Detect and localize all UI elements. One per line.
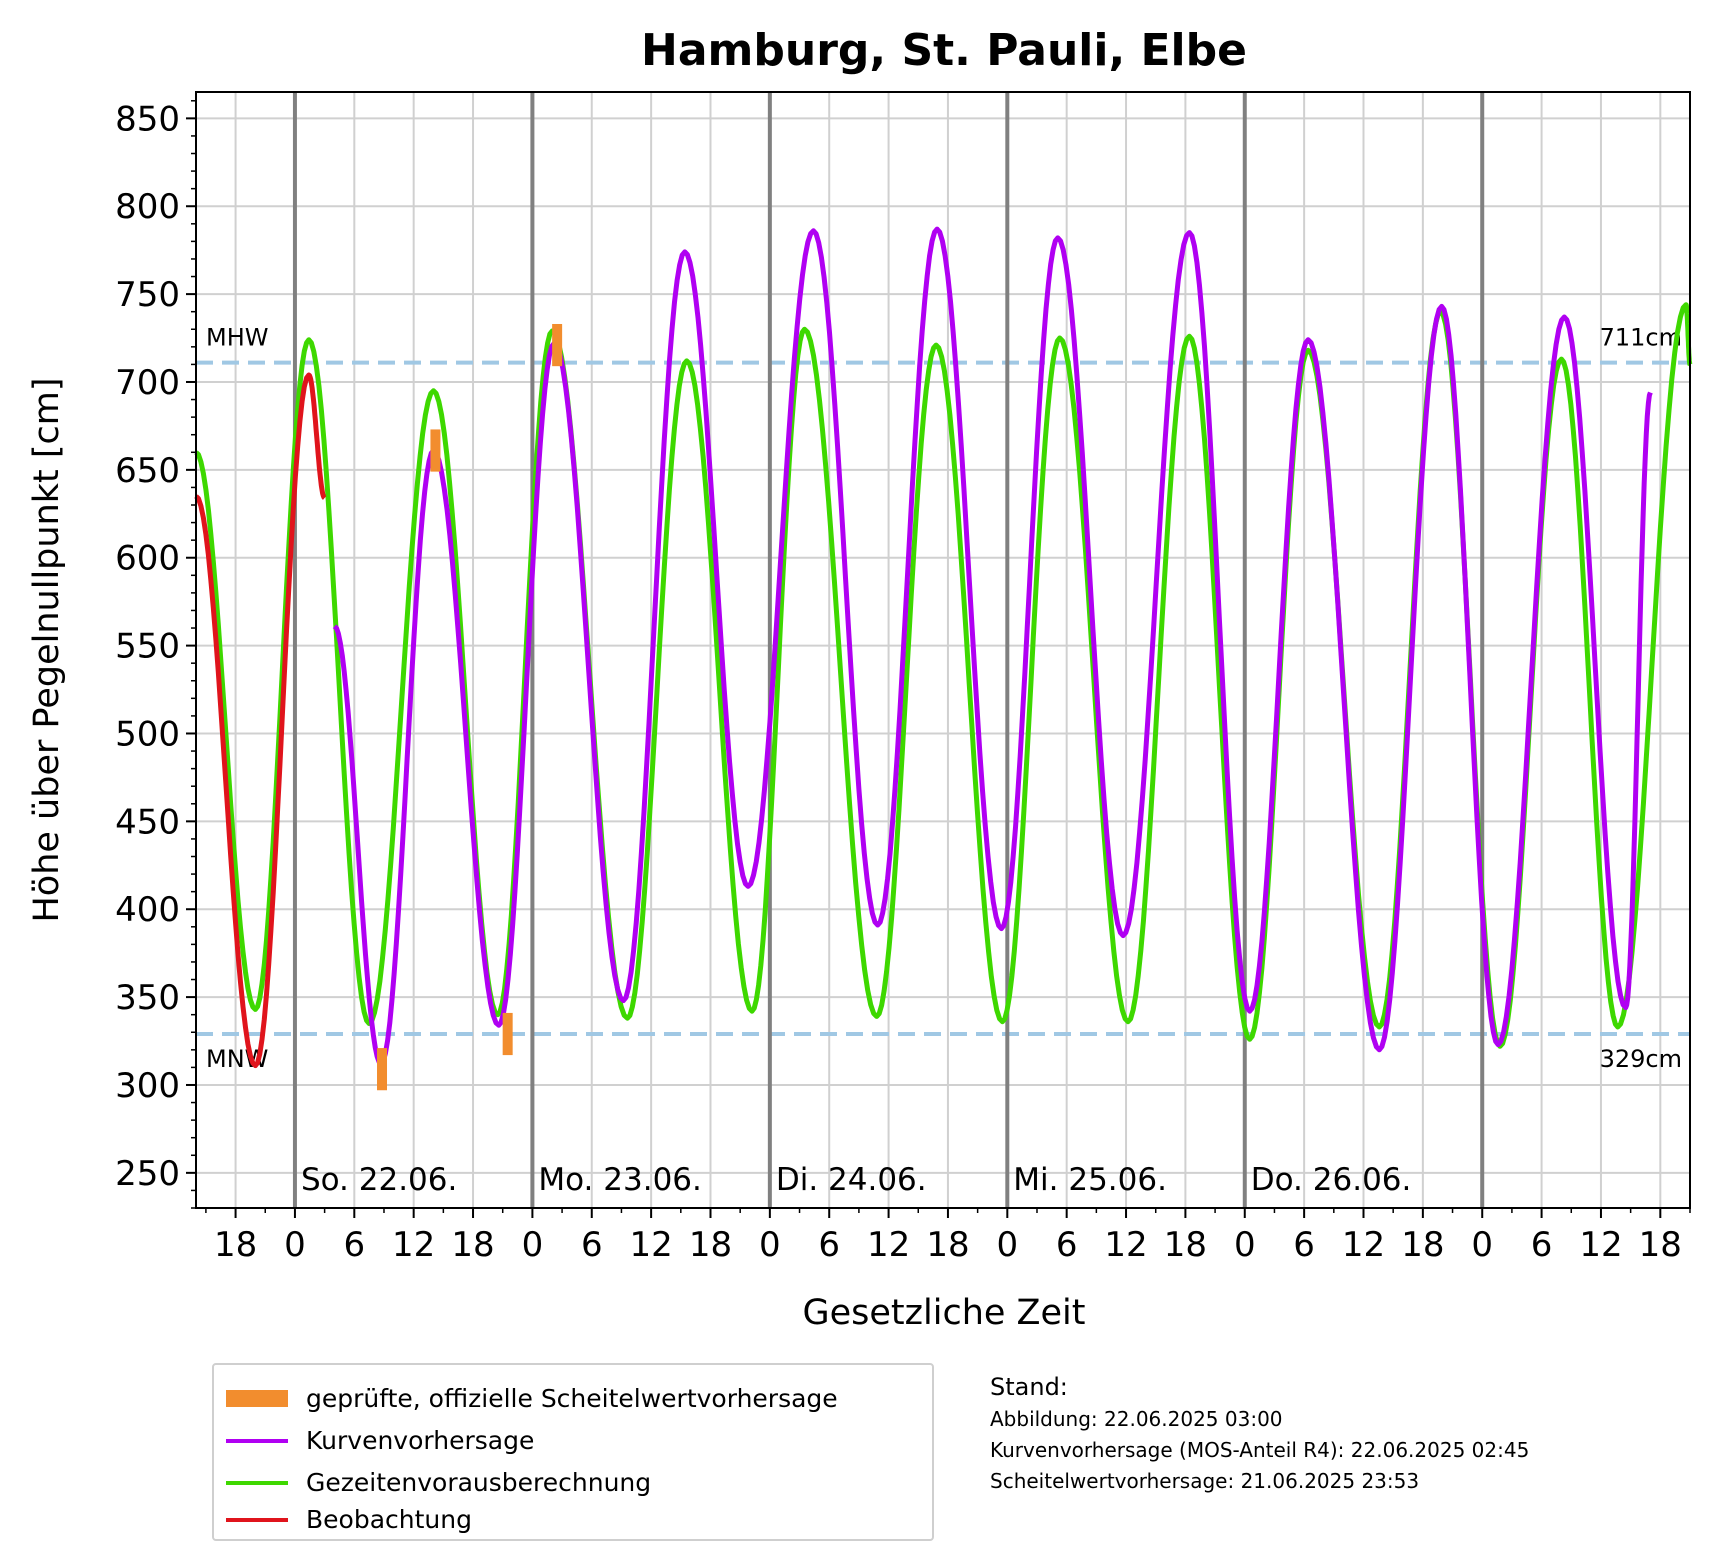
- day-label: Mi. 25.06.: [1013, 1162, 1167, 1198]
- y-tick-label: 350: [115, 978, 180, 1018]
- y-tick-label: 750: [115, 275, 180, 315]
- x-tick-label: 0: [1234, 1225, 1256, 1265]
- x-tick-label: 18: [451, 1225, 494, 1265]
- reference-label-mhw: MHW: [206, 324, 268, 352]
- day-label: Mo. 23.06.: [538, 1162, 701, 1198]
- y-tick-label: 400: [115, 890, 180, 930]
- x-tick-label: 6: [1293, 1225, 1315, 1265]
- x-tick-label: 0: [759, 1225, 781, 1265]
- stand-title: Stand:: [990, 1373, 1068, 1401]
- x-tick-label: 12: [392, 1225, 435, 1265]
- x-axis: 18 0 6 12 18 0 6 12 18 0 6 12 18 0 6 12 18 0 6 12 18 0 6 12 18: [205, 1208, 1691, 1265]
- day-label: So. 22.06.: [301, 1162, 457, 1198]
- x-tick-label: 12: [1579, 1225, 1622, 1265]
- stand-line-abbildung: Abbildung: 22.06.2025 03:00: [990, 1407, 1283, 1431]
- chart-title: Hamburg, St. Pauli, Elbe: [641, 25, 1247, 76]
- x-axis-label: Gesetzliche Zeit: [802, 1293, 1085, 1333]
- legend-item-kurvenvorhersage: Kurvenvorhersage: [214, 1421, 934, 1461]
- stand-line-kurvenvorhersage: Kurvenvorhersage (MOS-Anteil R4): 22.06.…: [990, 1438, 1530, 1462]
- x-tick-label: 6: [343, 1225, 365, 1265]
- legend-item-beobachtung: Beobachtung: [214, 1500, 934, 1540]
- x-tick-label: 6: [818, 1225, 840, 1265]
- y-tick-label: 450: [115, 802, 180, 842]
- x-tick-label: 18: [926, 1225, 969, 1265]
- x-tick-label: 12: [867, 1225, 910, 1265]
- legend: geprüfte, offizielle Scheitelwertvorhers…: [212, 1363, 934, 1541]
- y-tick-label: 850: [115, 99, 180, 139]
- y-tick-label: 700: [115, 363, 180, 403]
- series-line-kurvenvorhersage: [332, 226, 1653, 1067]
- day-label: Di. 24.06.: [776, 1162, 927, 1198]
- x-tick-label: 12: [629, 1225, 672, 1265]
- y-axis-label: Höhe über Pegelnullpunkt [cm]: [27, 377, 67, 922]
- y-tick-label: 800: [115, 187, 180, 227]
- legend-label: geprüfte, offizielle Scheitelwertvorhers…: [306, 1384, 838, 1413]
- x-tick-label: 0: [522, 1225, 544, 1265]
- x-tick-label: 18: [1164, 1225, 1207, 1265]
- x-tick-label: 18: [214, 1225, 257, 1265]
- x-tick-label: 18: [689, 1225, 732, 1265]
- official-crest-markers: [377, 323, 563, 1091]
- x-tick-label: 0: [996, 1225, 1018, 1265]
- legend-label: Gezeitenvorausberechnung: [306, 1468, 652, 1497]
- official-crest-marker: [502, 1012, 513, 1056]
- grid-lines: [196, 92, 1690, 1208]
- x-tick-label: 6: [581, 1225, 603, 1265]
- official-crest-marker: [377, 1048, 388, 1091]
- y-tick-label: 500: [115, 714, 180, 754]
- x-tick-label: 0: [284, 1225, 306, 1265]
- x-tick-label: 12: [1342, 1225, 1385, 1265]
- legend-label: Beobachtung: [306, 1505, 472, 1534]
- x-tick-label: 6: [1056, 1225, 1078, 1265]
- y-axis: 250 300 350 400 450 500 550 600 650 700 750 800 850: [115, 99, 196, 1209]
- series-line-beobachtung: [194, 372, 327, 1069]
- y-tick-label: 250: [115, 1154, 180, 1194]
- data-series: [194, 226, 1693, 1069]
- legend-label: Kurvenvorhersage: [306, 1426, 535, 1455]
- legend-swatch-line: [226, 1518, 288, 1522]
- x-tick-label: 18: [1401, 1225, 1444, 1265]
- legend-item-gezeiten: Gezeitenvorausberechnung: [214, 1463, 934, 1503]
- legend-swatch-line: [226, 1439, 288, 1443]
- y-tick-label: 550: [115, 627, 180, 667]
- legend-swatch-line: [226, 1481, 288, 1485]
- x-tick-label: 0: [1471, 1225, 1493, 1265]
- official-crest-marker: [552, 323, 563, 367]
- y-tick-label: 600: [115, 539, 180, 579]
- stand-info: Stand: Abbildung: 22.06.2025 03:00 Kurve…: [990, 1370, 1529, 1497]
- reference-value-mhw: 711cm: [1600, 324, 1682, 352]
- y-tick-label: 650: [115, 451, 180, 491]
- day-label: Do. 26.06.: [1251, 1162, 1412, 1198]
- y-tick-label: 300: [115, 1066, 180, 1106]
- official-crest-marker: [430, 429, 441, 472]
- legend-item-official-crest: geprüfte, offizielle Scheitelwertvorhers…: [214, 1379, 934, 1419]
- x-tick-label: 12: [1104, 1225, 1147, 1265]
- reference-value-mnw: 329cm: [1600, 1045, 1682, 1073]
- stand-line-scheitelwert: Scheitelwertvorhersage: 21.06.2025 23:53: [990, 1469, 1420, 1493]
- plot-frame: [195, 91, 1691, 1209]
- legend-swatch-bar: [226, 1390, 288, 1407]
- x-tick-label: 18: [1639, 1225, 1682, 1265]
- series-line-gezeitenvorausberechnung: [194, 302, 1693, 1049]
- x-tick-label: 6: [1531, 1225, 1553, 1265]
